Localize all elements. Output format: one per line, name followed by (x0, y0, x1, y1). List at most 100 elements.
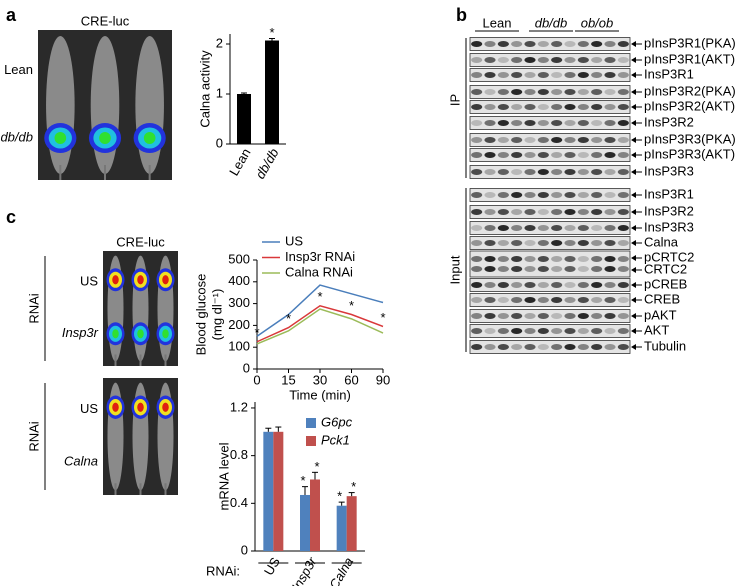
blot-band (591, 169, 603, 175)
blot-band (551, 41, 563, 47)
blot-band (484, 297, 496, 303)
blot-band (564, 344, 576, 350)
blot-band (471, 89, 483, 95)
blot-band (511, 328, 523, 334)
blot-band (591, 209, 603, 215)
blot-strip (469, 133, 631, 147)
blot-band (617, 209, 629, 215)
y-tick-label: 0 (243, 360, 250, 375)
blot-band (564, 225, 576, 231)
blot-band (497, 209, 509, 215)
blot-band (551, 266, 563, 272)
blot-band (617, 57, 629, 63)
section-label: IP (447, 94, 462, 106)
blot-band (564, 209, 576, 215)
blot-band (591, 57, 603, 63)
blot-band (471, 313, 483, 319)
blot-band (484, 344, 496, 350)
signal (162, 329, 169, 339)
blot-band (564, 57, 576, 63)
blot-band (511, 256, 523, 262)
blot-band (551, 328, 563, 334)
arrow-head (631, 192, 636, 198)
blot-band (497, 266, 509, 272)
bar (237, 94, 251, 144)
blot-band (617, 225, 629, 231)
blot-band (537, 225, 549, 231)
blot-band (551, 313, 563, 319)
blot-strip (469, 148, 631, 162)
blot-band (537, 297, 549, 303)
blot-band (484, 104, 496, 110)
blot-band (471, 72, 483, 78)
blot-band (617, 120, 629, 126)
x-tick-label: 0 (253, 372, 260, 387)
blot-strip (469, 188, 631, 202)
blot-band (471, 225, 483, 231)
blot-band (471, 169, 483, 175)
blot-band (591, 120, 603, 126)
blot-band (484, 169, 496, 175)
blot-band (471, 137, 483, 143)
blot-band (591, 266, 603, 272)
signal (137, 275, 144, 285)
blot-label: InsP3R3 (644, 219, 694, 234)
blot-band (497, 344, 509, 350)
blot-band (591, 192, 603, 198)
blot-band (524, 137, 536, 143)
arrow-head (631, 328, 636, 334)
x-tick-label: 15 (281, 372, 295, 387)
blot-band (551, 104, 563, 110)
y-tick-label: 2 (216, 35, 223, 50)
blot-band (537, 89, 549, 95)
legend-swatch (306, 418, 316, 428)
arrow-head (631, 209, 636, 215)
blot-band (497, 137, 509, 143)
blot-band (471, 240, 483, 246)
y-axis-label: Blood glucose (193, 274, 208, 356)
blot-band (577, 169, 589, 175)
significance: * (349, 298, 354, 313)
blot-band (537, 137, 549, 143)
blot-band (471, 266, 483, 272)
blot-band (524, 313, 536, 319)
y-tick-label: 0.8 (230, 447, 248, 462)
blot-band (524, 89, 536, 95)
blot-band (617, 104, 629, 110)
blot-band (484, 256, 496, 262)
blot-band (524, 240, 536, 246)
blot-strip (469, 324, 631, 338)
blot-band (471, 104, 483, 110)
blot-band (511, 120, 523, 126)
blot-band (617, 41, 629, 47)
mouse (135, 36, 164, 174)
blot-band (471, 256, 483, 262)
blot-band (604, 72, 616, 78)
blot-band (564, 72, 576, 78)
blot-band (551, 137, 563, 143)
blot-strip (469, 205, 631, 219)
blot-band (604, 152, 616, 158)
blot-band (524, 104, 536, 110)
blot-band (497, 104, 509, 110)
blot-band (591, 152, 603, 158)
blot-band (617, 72, 629, 78)
bar (273, 431, 284, 551)
x-tick-label: db/db (252, 146, 281, 182)
blot-band (604, 282, 616, 288)
blot-label: InsP3R1 (644, 186, 694, 201)
blot-band (564, 256, 576, 262)
blot-band (511, 266, 523, 272)
blot-band (511, 57, 523, 63)
blot-band (591, 344, 603, 350)
y-tick-label: 0 (216, 135, 223, 150)
blot-band (551, 256, 563, 262)
blot-band (551, 240, 563, 246)
blot-band (524, 152, 536, 158)
bar (346, 496, 357, 551)
blot-band (537, 57, 549, 63)
image-title: CRE-luc (116, 234, 165, 249)
blot-band (497, 297, 509, 303)
arrow-head (631, 152, 636, 158)
group-label: Lean (483, 15, 512, 30)
